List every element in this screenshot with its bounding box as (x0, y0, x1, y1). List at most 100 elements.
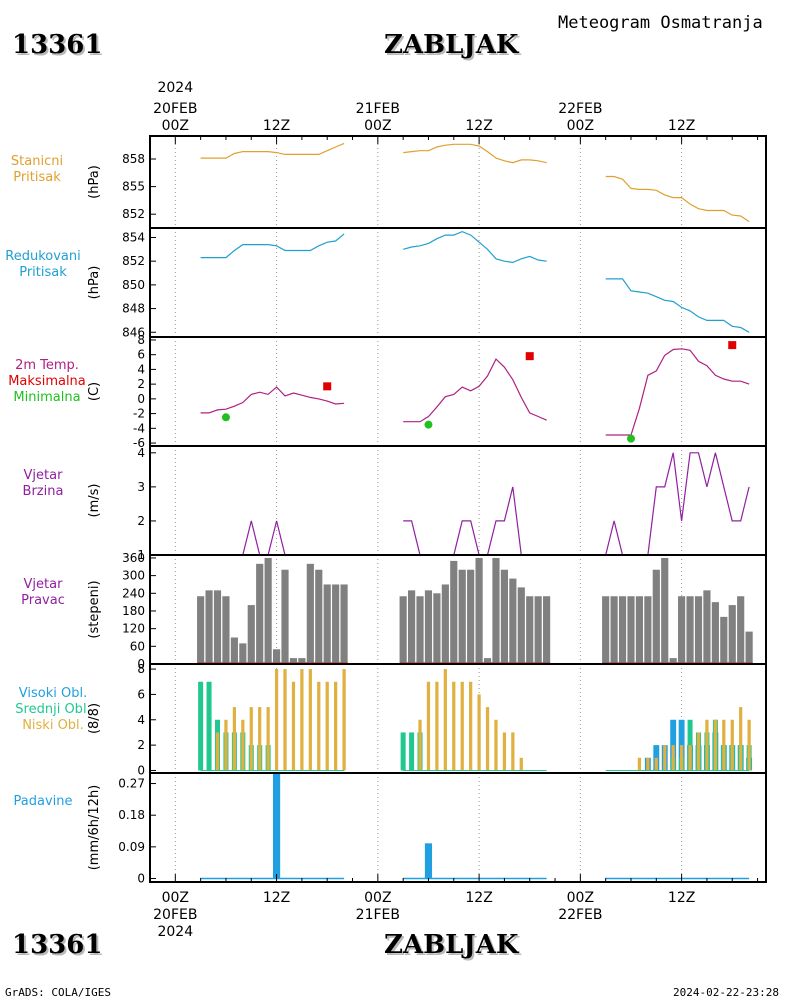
cloud-bar (485, 707, 490, 771)
footer-station-id: 13361 (12, 930, 103, 960)
cloud-bar (671, 745, 675, 771)
wind-direction-bar (678, 596, 686, 664)
tmax-marker (525, 352, 534, 361)
cloud-bar (206, 681, 212, 771)
y-tick-label: 858 (122, 152, 145, 166)
y-tick-label: 6 (137, 348, 145, 362)
precipitation-label-line-1: Padavine (13, 794, 73, 809)
tmin-marker (424, 420, 433, 429)
cloud-bar (274, 669, 279, 771)
y-tick-label: 0.18 (118, 808, 145, 822)
cloud-bar (400, 732, 406, 771)
wind-direction-bar (408, 590, 416, 664)
cloud-bar (722, 719, 726, 771)
y-tick-label: 4 (137, 713, 145, 727)
time-label: 21FEB (356, 101, 400, 117)
cloud-bar (519, 757, 523, 771)
wind-direction-bar (467, 569, 475, 664)
y-tick-label: 0.09 (118, 840, 145, 854)
cloud-bar (409, 732, 415, 771)
cloud-bar (511, 732, 515, 771)
series-line (605, 175, 750, 223)
tmax-marker (728, 341, 737, 350)
cloud-bar (653, 745, 660, 771)
cloud-bar (215, 732, 220, 771)
cloud-bar (494, 719, 498, 771)
temperature-label-line-1: 2m Temp. (15, 358, 79, 373)
wind-direction-bar (239, 643, 247, 664)
y-axis-label: (C) (87, 382, 102, 401)
y-tick-label: 850 (122, 278, 145, 292)
wind-direction-bar (517, 587, 525, 664)
cloud-bar (249, 707, 253, 771)
y-tick-label: 4 (137, 362, 145, 376)
wind-direction-bar (500, 569, 508, 664)
cloud-bar (654, 757, 658, 771)
y-tick-label: 2 (137, 738, 145, 752)
y-axis-label: (mm/6h/12h) (87, 785, 102, 871)
clouds-label-line-2: Srednji Obl. (15, 702, 91, 717)
y-tick-label: 855 (122, 180, 145, 194)
y-tick-label: 60 (130, 639, 145, 653)
cloud-bar (435, 681, 439, 771)
reduced-pressure-label-line-1: Redukovani (5, 249, 81, 264)
pressure-label: Stanicni Pritisak (0, 154, 92, 186)
time-label: 22FEB (558, 907, 602, 923)
wind-direction-bar (272, 649, 281, 664)
footer-timestamp: 2024-02-22-23:28 (673, 986, 779, 999)
wind-direction-bar (526, 596, 534, 664)
y-tick-label: 848 (122, 302, 145, 316)
precip-bar (272, 773, 281, 879)
cloud-bar (241, 719, 245, 771)
series-line (403, 143, 547, 164)
wind-direction-bar (441, 584, 449, 664)
time-label: 12Z (465, 890, 492, 906)
series-line (200, 142, 345, 159)
time-label: 00Z (364, 118, 391, 134)
wind-direction-bar (534, 596, 542, 664)
time-label: 2024 (157, 924, 193, 940)
cloud-bar (477, 694, 481, 771)
y-axis-label: (hPa) (87, 165, 102, 199)
y-tick-label: 1 (137, 548, 145, 562)
series-line (403, 230, 547, 264)
wind-direction-bar (509, 578, 517, 664)
y-tick-label: 240 (122, 586, 145, 600)
wind-direction-label: Vjetar Pravac (0, 577, 98, 609)
panel-frame (149, 772, 767, 883)
wind-direction-bar (686, 596, 694, 664)
tmax-marker (323, 382, 332, 391)
tmin-marker (221, 413, 230, 422)
wind-direction-bar (256, 563, 264, 664)
time-label: 00Z (567, 890, 594, 906)
wind-direction-bar (332, 584, 340, 664)
precipitation-label: Padavine (0, 794, 98, 810)
series-line (605, 452, 750, 556)
y-tick-label: 2 (137, 514, 145, 528)
y-tick-label: 8 (137, 333, 145, 347)
wind-direction-bar (289, 658, 298, 664)
wind-direction-bar (197, 596, 205, 664)
panel-wind_speed: 4 3 2 1 (m/s) (87, 445, 767, 562)
wind-direction-bar (703, 590, 711, 664)
wind-direction-label-line-1: Vjetar (23, 577, 63, 592)
wind-direction-bar (745, 631, 753, 664)
cloud-bar (705, 719, 709, 771)
temperature-label-line-2: Maksimalna (8, 374, 86, 389)
cloud-bar (739, 707, 743, 771)
wind-direction-bar (458, 569, 466, 664)
time-label: 12Z (263, 118, 290, 134)
wind-direction-bar (475, 557, 483, 664)
y-tick-label: 852 (122, 254, 145, 268)
wind-direction-bar (483, 658, 492, 664)
cloud-bar (291, 681, 296, 771)
wind-direction-bar (635, 596, 644, 664)
wind-direction-bar (728, 605, 736, 664)
cloud-bar (334, 681, 338, 771)
tmin-marker (626, 434, 635, 443)
cloud-bar (342, 669, 346, 771)
cloud-bar (308, 669, 312, 771)
cloud-bar (637, 757, 642, 771)
wind-direction-bar (323, 584, 331, 664)
